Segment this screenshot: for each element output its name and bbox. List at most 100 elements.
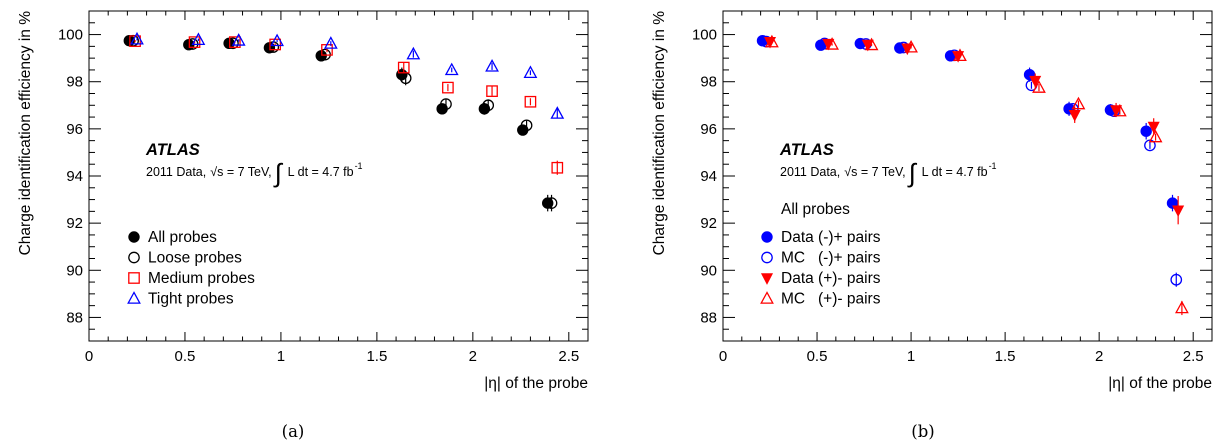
data-point — [1029, 75, 1042, 88]
data-point — [1170, 273, 1183, 286]
y-tick-label: 100 — [692, 27, 717, 44]
annotation-lumi-exp: -1 — [989, 161, 997, 171]
annotation-sqrt-s: √s = 7 TeV, — [210, 165, 271, 179]
data-point — [130, 31, 144, 45]
data-point — [825, 37, 839, 50]
y-tick-label: 98 — [700, 74, 717, 91]
integral-sign: ∫ — [273, 158, 284, 188]
legend-label: Loose probes — [148, 250, 242, 267]
data-point — [399, 72, 412, 85]
y-tick-label: 94 — [66, 168, 83, 185]
data-point — [523, 65, 538, 79]
series-1 — [756, 35, 1179, 212]
data-point — [1172, 205, 1185, 218]
data-point — [541, 197, 554, 209]
annotation: 2011 Data, √s = 7 TeV, ∫ L dt = 4.7 fb -1 — [146, 158, 363, 188]
data-point — [1112, 103, 1127, 117]
x-tick-label: 0.5 — [807, 348, 828, 365]
data-point — [1068, 110, 1081, 122]
x-tick-label: 2 — [469, 348, 477, 365]
data-point — [1148, 129, 1163, 143]
series-4 — [765, 34, 1189, 316]
y-tick-label: 90 — [66, 262, 83, 279]
data-point — [551, 161, 564, 174]
annotation-data: 2011 Data, — [146, 165, 206, 179]
y-tick-label: 92 — [700, 215, 717, 232]
data-point — [485, 59, 499, 72]
data-point — [520, 119, 533, 132]
legend-label: MC (+)- pairs — [781, 291, 881, 308]
legend-marker — [760, 291, 774, 304]
y-tick-label: 98 — [66, 74, 83, 91]
data-point — [1140, 125, 1152, 137]
data-point — [191, 32, 206, 46]
data-point — [442, 81, 454, 94]
legend-label: Medium probes — [148, 270, 255, 287]
data-point — [765, 34, 779, 48]
data-point — [270, 33, 284, 47]
x-tick-label: 1.5 — [995, 348, 1016, 365]
x-tick-label: 2 — [1095, 348, 1103, 365]
annotation-lumi-exp: -1 — [355, 161, 363, 171]
chart-panel-b: 0 0.5 1 1.5 2 2.5 88 90 92 94 96 98 100 |η| of the pr… — [651, 10, 1213, 441]
data-point — [444, 62, 459, 76]
data-point — [550, 106, 565, 119]
y-axis-label: Charge identification efficiency in % — [17, 11, 34, 256]
x-tick-label: 1 — [277, 348, 285, 365]
legend-label: MC (-)+ pairs — [781, 250, 881, 267]
legend-label: All probes — [148, 229, 217, 246]
x-tick-label: 2.5 — [558, 348, 579, 365]
data-point — [1147, 121, 1160, 134]
y-tick-label: 100 — [58, 27, 83, 44]
data-point — [904, 39, 918, 53]
data-point — [229, 36, 241, 48]
annotation-lumi: L dt = 4.7 fb — [922, 165, 988, 179]
y-tick-label: 88 — [700, 309, 717, 326]
data-point — [188, 36, 201, 48]
x-tick-label: 1 — [907, 348, 915, 365]
data-point — [323, 36, 338, 49]
x-tick-label: 1.5 — [366, 348, 387, 365]
legend: All probes Data (-)+ pairs MC (-)+ pairs Da… — [760, 201, 881, 308]
legend-marker — [761, 231, 773, 243]
annotation-sqrt-s: √s = 7 TeV, — [844, 165, 905, 179]
x-tick-label: 0.5 — [175, 348, 196, 365]
data-point — [763, 36, 777, 49]
annotation: 2011 Data, √s = 7 TeV, ∫ L dt = 4.7 fb -1 — [780, 158, 997, 188]
series-4 — [130, 31, 565, 119]
integral-sign: ∫ — [907, 158, 918, 188]
data-point — [486, 85, 498, 97]
data-point — [440, 98, 452, 110]
x-tick-label: 2.5 — [1183, 348, 1204, 365]
y-tick-label: 94 — [700, 168, 717, 185]
data-point — [1175, 300, 1189, 314]
data-point — [545, 197, 558, 209]
panel-caption: (a) — [282, 422, 305, 441]
data-point — [227, 37, 239, 50]
data-point — [864, 37, 879, 51]
legend-marker — [761, 251, 773, 264]
y-tick-label: 90 — [700, 262, 717, 279]
data-point — [397, 61, 410, 74]
data-point — [1071, 96, 1086, 110]
legend-title: All probes — [781, 201, 850, 218]
data-point — [524, 95, 537, 108]
y-tick-label: 96 — [66, 121, 83, 138]
data-point — [231, 33, 246, 46]
legend: All probes Loose probes Medium probes Tight… — [127, 229, 255, 308]
data-point — [953, 48, 967, 62]
y-axis-label: Charge identification efficiency in % — [651, 11, 668, 256]
panel-caption: (b) — [911, 422, 934, 441]
data-point — [1032, 80, 1046, 93]
annotation-lumi: L dt = 4.7 fb — [288, 165, 354, 179]
atlas-label: ATLAS — [145, 141, 200, 159]
annotation-data: 2011 Data, — [780, 165, 840, 179]
legend-label: Tight probes — [148, 291, 234, 308]
chart-panel-a: 0 0.5 1 1.5 2 2.5 88 90 92 94 96 98 100 |η| of the pr… — [17, 10, 589, 441]
x-axis-label: |η| of the probe — [1108, 375, 1212, 392]
legend-marker — [760, 273, 774, 285]
data-point — [952, 51, 965, 63]
y-tick-label: 88 — [66, 309, 83, 326]
legend-label: Data (+)- pairs — [781, 270, 881, 287]
